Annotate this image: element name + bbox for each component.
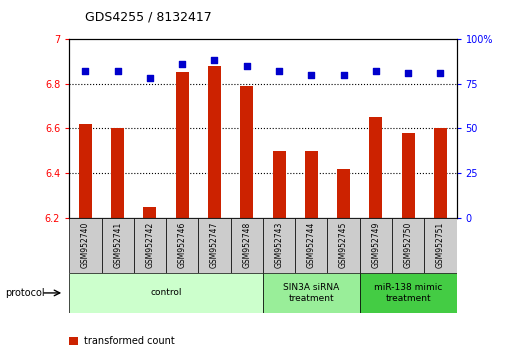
Bar <box>305 151 318 218</box>
Text: GSM952743: GSM952743 <box>274 222 284 268</box>
Text: protocol: protocol <box>5 288 45 298</box>
Text: GSM952750: GSM952750 <box>404 222 412 268</box>
Bar <box>166 218 199 273</box>
Bar <box>263 218 295 273</box>
Bar <box>69 218 102 273</box>
Text: control: control <box>150 289 182 297</box>
Bar <box>208 66 221 218</box>
Bar <box>392 218 424 273</box>
Text: GSM952744: GSM952744 <box>307 222 316 268</box>
Point <box>178 61 186 67</box>
Bar <box>337 169 350 218</box>
Text: miR-138 mimic
treatment: miR-138 mimic treatment <box>374 283 442 303</box>
Text: GSM952740: GSM952740 <box>81 222 90 268</box>
Text: GSM952749: GSM952749 <box>371 222 380 268</box>
Point <box>243 63 251 69</box>
Bar <box>295 218 327 273</box>
Point <box>113 68 122 74</box>
Bar <box>176 73 189 218</box>
Text: GDS4255 / 8132417: GDS4255 / 8132417 <box>85 10 211 23</box>
Point <box>437 70 445 76</box>
Bar <box>69 273 263 313</box>
Bar <box>111 129 124 218</box>
Point <box>81 68 89 74</box>
Point <box>210 58 219 63</box>
Bar <box>79 124 92 218</box>
Bar <box>134 218 166 273</box>
Point <box>275 68 283 74</box>
Text: GSM952746: GSM952746 <box>177 222 187 268</box>
Bar <box>263 273 360 313</box>
Bar <box>69 337 78 345</box>
Bar <box>327 218 360 273</box>
Text: GSM952742: GSM952742 <box>146 222 154 268</box>
Bar <box>102 218 134 273</box>
Bar <box>424 218 457 273</box>
Bar <box>199 218 231 273</box>
Bar <box>360 273 457 313</box>
Bar <box>402 133 415 218</box>
Bar <box>272 151 286 218</box>
Bar <box>360 218 392 273</box>
Text: SIN3A siRNA
treatment: SIN3A siRNA treatment <box>283 283 340 303</box>
Point <box>404 70 412 76</box>
Text: GSM952751: GSM952751 <box>436 222 445 268</box>
Point <box>307 72 315 78</box>
Text: GSM952741: GSM952741 <box>113 222 122 268</box>
Text: GSM952745: GSM952745 <box>339 222 348 268</box>
Text: GSM952748: GSM952748 <box>242 222 251 268</box>
Bar <box>369 117 382 218</box>
Text: transformed count: transformed count <box>84 336 174 346</box>
Bar <box>231 218 263 273</box>
Point <box>146 75 154 81</box>
Bar <box>240 86 253 218</box>
Point <box>372 68 380 74</box>
Bar <box>144 206 156 218</box>
Text: GSM952747: GSM952747 <box>210 222 219 268</box>
Bar <box>434 129 447 218</box>
Point <box>340 72 348 78</box>
